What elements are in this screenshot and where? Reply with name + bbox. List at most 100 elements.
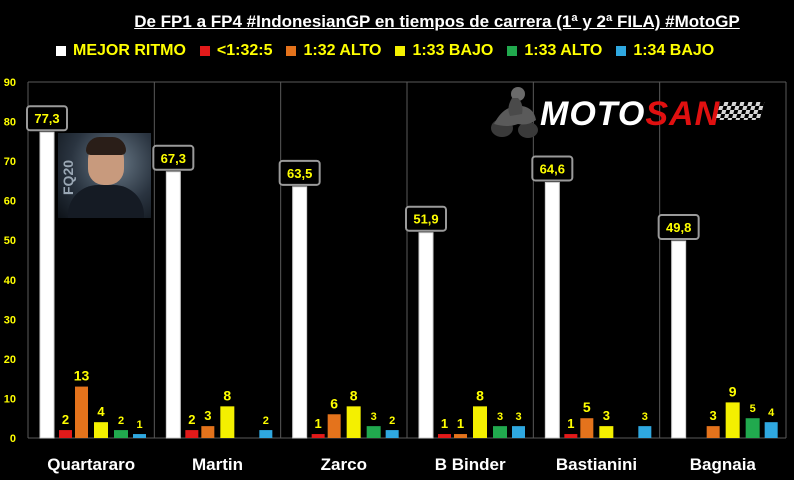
data-label: 67,3 <box>161 151 186 166</box>
data-label: 3 <box>371 411 377 423</box>
y-tick-label: 80 <box>4 117 16 129</box>
bar <box>311 434 325 438</box>
data-label: 1 <box>136 419 142 431</box>
data-label: 8 <box>223 387 231 403</box>
data-label: 63,5 <box>287 166 312 181</box>
data-label: 1 <box>315 416 322 431</box>
data-label: 6 <box>330 395 338 411</box>
bar <box>764 422 778 438</box>
y-tick-label: 50 <box>4 235 16 247</box>
bar <box>185 430 199 438</box>
logo-wordmark: MOTOSAN <box>540 96 720 132</box>
data-label: 4 <box>768 407 775 419</box>
bar <box>544 181 560 439</box>
bar <box>512 426 525 438</box>
data-label: 5 <box>583 399 591 415</box>
data-label: 3 <box>515 411 521 423</box>
y-tick-label: 0 <box>10 433 16 445</box>
legend-item: 1:33 ALTO <box>507 42 602 60</box>
bar <box>745 418 760 438</box>
chart-title: De FP1 a FP4 #IndonesianGP en tiempos de… <box>134 12 740 31</box>
legend-item: <1:32:5 <box>199 42 272 60</box>
bar <box>671 240 687 439</box>
bar <box>292 186 308 439</box>
bar <box>564 434 578 438</box>
data-label: 49,8 <box>666 220 691 235</box>
data-label: 5 <box>750 403 756 415</box>
legend-label: MEJOR RITMO <box>73 42 186 59</box>
bar <box>454 434 467 438</box>
bar <box>259 430 273 438</box>
legend-item: 1:33 BAJO <box>395 42 493 60</box>
data-label: 9 <box>729 383 737 399</box>
bar <box>493 426 507 438</box>
motorbike-rider-icon <box>491 87 538 138</box>
bar <box>59 430 72 438</box>
data-label: 13 <box>74 368 90 384</box>
logo-word-part2: SAN <box>645 95 721 133</box>
bar <box>201 426 215 438</box>
bar <box>580 418 594 438</box>
data-label-box <box>531 155 574 182</box>
legend-label: 1:33 ALTO <box>524 42 603 59</box>
legend-label: 1:32 ALTO <box>303 42 382 59</box>
legend-label: 1:33 BAJO <box>412 42 494 59</box>
x-tick-label: Bastianini <box>556 455 637 474</box>
bar <box>346 406 361 438</box>
legend-item: MEJOR RITMO <box>56 42 186 60</box>
bar <box>385 430 399 438</box>
x-tick-label: B Binder <box>435 455 506 474</box>
logo-word-part1: MOTO <box>540 95 646 133</box>
data-label: 4 <box>97 404 105 419</box>
bar <box>94 422 108 438</box>
x-tick-label: Quartararo <box>47 455 135 474</box>
photo-body-shape <box>68 185 144 218</box>
data-label: 1 <box>567 416 574 431</box>
bar <box>473 406 487 438</box>
bar <box>133 434 146 438</box>
checkered-flag-icon <box>715 102 765 120</box>
bar <box>220 406 235 438</box>
rider-photo: FQ20 <box>58 133 151 218</box>
photo-hair-shape <box>86 137 126 155</box>
y-tick-label: 90 <box>4 77 16 89</box>
bar <box>39 131 55 439</box>
data-label-box <box>152 144 195 171</box>
chart-legend: MEJOR RITMO <1:32:5 1:32 ALTO 1:33 BAJO 1:33… <box>56 42 774 60</box>
data-label: 64,6 <box>540 161 565 176</box>
data-label: 3 <box>710 408 717 423</box>
legend-swatch <box>56 46 66 56</box>
data-label: 1 <box>457 416 464 431</box>
bar <box>366 426 381 438</box>
legend-swatch <box>395 46 406 56</box>
bar <box>438 434 451 438</box>
data-label: 1 <box>441 416 448 431</box>
data-label: 8 <box>476 387 484 403</box>
data-label-box <box>278 159 321 186</box>
data-label: 2 <box>389 415 395 427</box>
legend-swatch <box>616 46 627 56</box>
legend-item: 1:34 BAJO <box>616 42 714 60</box>
data-label-box <box>657 214 700 241</box>
legend-item: 1:32 ALTO <box>286 42 381 60</box>
y-tick-label: 40 <box>4 275 16 287</box>
data-label: 2 <box>263 415 269 427</box>
data-label: 8 <box>350 387 358 403</box>
bar <box>114 430 128 438</box>
data-label: 2 <box>118 415 124 427</box>
data-label: 3 <box>603 408 610 423</box>
bar <box>327 414 341 438</box>
y-tick-label: 10 <box>4 393 16 405</box>
data-label: 3 <box>497 411 503 423</box>
bar <box>75 386 88 438</box>
bar <box>638 426 652 438</box>
y-tick-label: 20 <box>4 354 16 366</box>
y-tick-label: 60 <box>4 196 16 208</box>
data-label-box <box>26 105 68 132</box>
motosan-logo: MOTOSAN <box>488 84 778 144</box>
legend-swatch <box>199 46 210 56</box>
y-tick-label: 70 <box>4 156 16 168</box>
legend-swatch <box>286 46 297 56</box>
data-label-box <box>405 205 447 232</box>
